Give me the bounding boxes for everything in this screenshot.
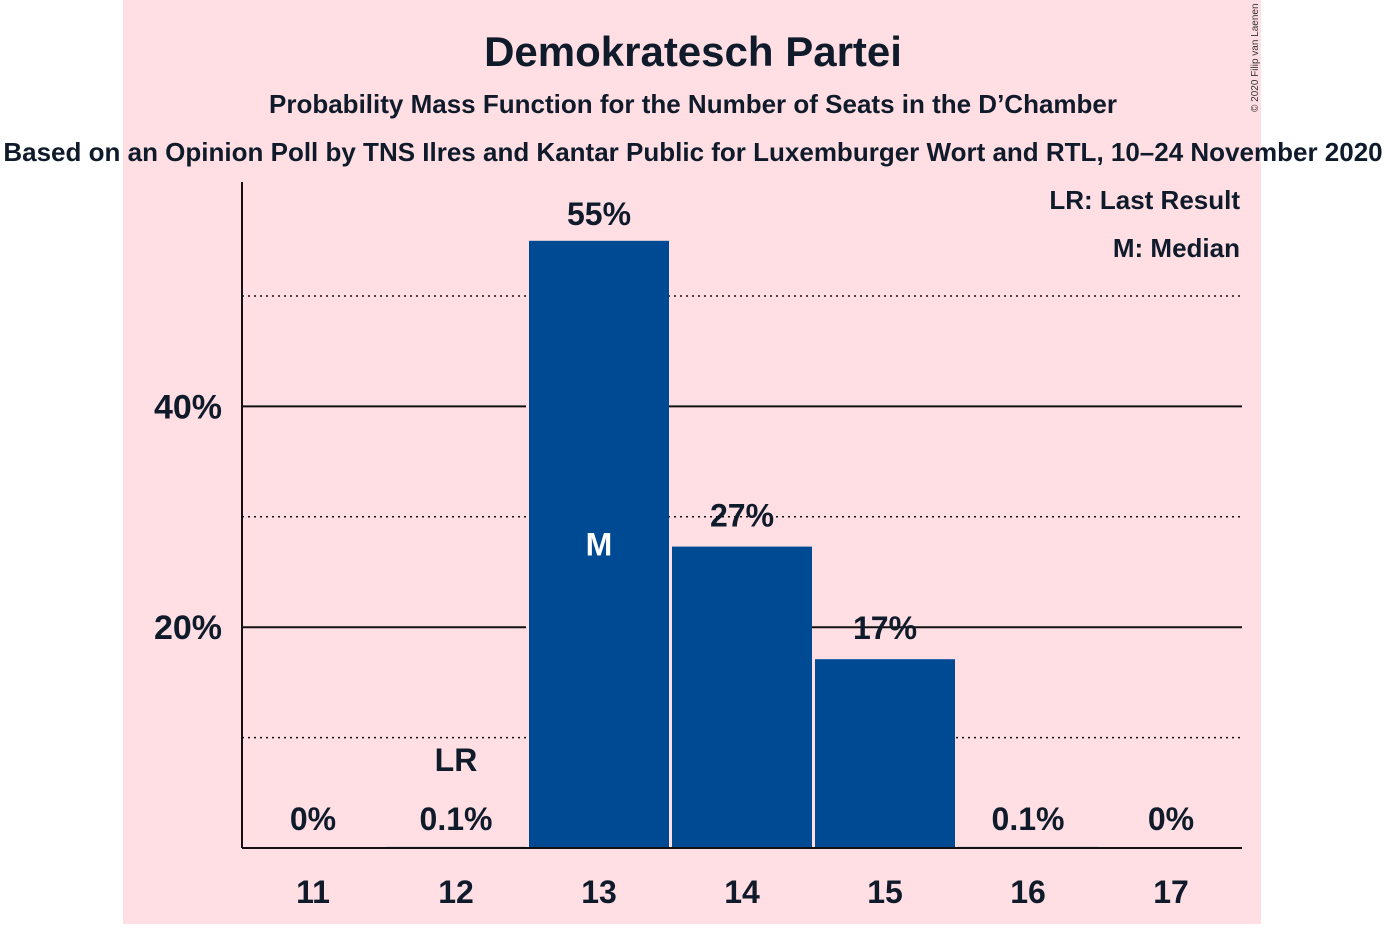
bar <box>815 659 955 848</box>
axes <box>241 182 1242 849</box>
copyright-notice: © 2020 Filip van Laenen <box>1250 3 1261 112</box>
x-tick-label: 12 <box>438 874 474 910</box>
data-label: 0.1% <box>420 801 493 837</box>
bar-gap <box>669 546 672 848</box>
chart-source: Based on an Opinion Poll by TNS Ilres an… <box>3 137 1382 167</box>
x-tick-label: 15 <box>867 874 903 910</box>
chart-subtitle: Probability Mass Function for the Number… <box>269 89 1117 119</box>
bar <box>529 240 669 849</box>
x-tick-label: 11 <box>296 874 330 910</box>
bar-gap <box>526 240 529 849</box>
y-tick-label: 40% <box>154 388 222 426</box>
y-tick-label: 20% <box>154 609 222 647</box>
data-labels: 0% 11 0.1% 12 55% 13 27% 14 17% 15 0.1% 16 0% 17 LR M <box>290 196 1194 910</box>
legend-median: M: Median <box>1113 233 1240 263</box>
last-result-marker: LR <box>435 742 478 778</box>
x-tick-label: 16 <box>1010 874 1046 910</box>
bar-gap <box>812 659 815 848</box>
data-label: 55% <box>567 196 631 232</box>
x-tick-label: 13 <box>581 874 617 910</box>
data-label: 0.1% <box>992 801 1065 837</box>
data-label: 27% <box>710 498 774 534</box>
chart-title: Demokratesch Partei <box>484 28 902 75</box>
data-label: 17% <box>853 610 917 646</box>
data-label: 0% <box>290 801 336 837</box>
legend-last-result: LR: Last Result <box>1049 185 1240 215</box>
data-label: 0% <box>1148 801 1194 837</box>
x-tick-label: 17 <box>1153 874 1189 910</box>
bar <box>672 546 812 848</box>
median-marker: M <box>586 526 613 562</box>
x-tick-label: 14 <box>724 874 760 910</box>
